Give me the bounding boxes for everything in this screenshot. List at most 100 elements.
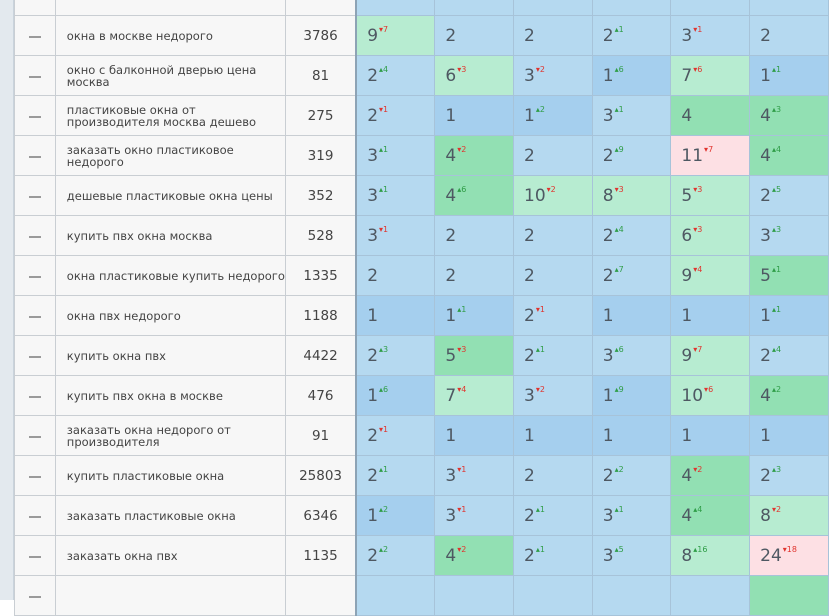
volume-cell: 1188 bbox=[284, 295, 357, 336]
position-up-delta: ▴16 bbox=[693, 545, 707, 554]
position-value: 1 bbox=[681, 305, 693, 326]
row-handle[interactable] bbox=[14, 15, 56, 56]
arrow-up-icon: ▴ bbox=[614, 544, 619, 554]
table-row[interactable]: купить пластиковые окна 25803 2▴1 3▾1 2 2▴2 4▾… bbox=[14, 455, 829, 496]
keyword-cell: заказать окно пластиковое недорого bbox=[54, 135, 286, 176]
position-down-delta: ▾7 bbox=[379, 25, 388, 34]
arrow-up-icon: ▴ bbox=[379, 504, 384, 514]
delta-value: 1 bbox=[775, 304, 782, 314]
position-value: 1 bbox=[760, 65, 771, 86]
table-row[interactable]: купить пвх окна москва 528 3▾1 2 2 2▴4 6▾3 3▴3 bbox=[14, 215, 829, 256]
position-down-delta: ▾2 bbox=[457, 545, 466, 554]
row-handle[interactable] bbox=[14, 495, 56, 536]
position-cell: 1▴2 bbox=[513, 95, 593, 136]
row-handle[interactable] bbox=[14, 535, 56, 576]
row-handle[interactable] bbox=[14, 95, 56, 136]
volume-cell: 476 bbox=[284, 375, 357, 416]
row-handle[interactable] bbox=[14, 575, 56, 616]
table-row[interactable]: заказать окна пвх 1135 2▴2 4▾2 2▴1 3▴5 8▴16 24▾… bbox=[14, 535, 829, 576]
row-handle[interactable] bbox=[14, 175, 56, 216]
arrow-down-icon: ▾ bbox=[546, 184, 551, 194]
arrow-down-icon: ▾ bbox=[614, 184, 619, 194]
position-cell: 4▴2 bbox=[749, 375, 829, 416]
position-up-delta: ▴6 bbox=[615, 345, 624, 354]
row-handle[interactable] bbox=[14, 335, 56, 376]
row-handle[interactable] bbox=[14, 215, 56, 256]
delta-value: 6 bbox=[697, 64, 703, 74]
position-cell: 2 bbox=[513, 215, 593, 256]
arrow-down-icon: ▾ bbox=[693, 24, 698, 34]
table-row[interactable]: окна в москве недорого 3786 9▾7 2 2 2▴1 3▾1 2 bbox=[14, 15, 829, 56]
delta-value: 1 bbox=[383, 424, 389, 434]
volume-cell: 4422 bbox=[284, 335, 357, 376]
position-cell: 4▾2 bbox=[434, 535, 515, 576]
position-value: 4 bbox=[445, 545, 457, 566]
position-up-delta: ▴3 bbox=[772, 105, 781, 114]
position-value: 2 bbox=[524, 225, 535, 246]
table-row[interactable] bbox=[14, 575, 829, 616]
keyword-cell bbox=[54, 575, 286, 616]
table-row[interactable]: окна пластиковые купить недорого 1335 2 2 2 2… bbox=[14, 255, 829, 296]
arrow-up-icon: ▴ bbox=[771, 264, 776, 274]
keyword-cell: заказать окна пвх bbox=[54, 535, 286, 576]
table-row[interactable]: заказать окно пластиковое недорого 319 3▴1… bbox=[14, 135, 829, 176]
position-up-delta: ▴1 bbox=[772, 265, 781, 274]
table-row[interactable]: купить пвх окна в москве 476 1▴6 7▾4 3▾2 1▴9 1… bbox=[14, 375, 829, 416]
position-down-delta: ▾1 bbox=[379, 105, 388, 114]
position-cell bbox=[355, 0, 436, 16]
dash-icon bbox=[28, 195, 41, 198]
delta-value: 4 bbox=[697, 504, 703, 514]
delta-value: 3 bbox=[383, 344, 389, 354]
arrow-up-icon: ▴ bbox=[614, 224, 619, 234]
table-row[interactable]: заказать окна недорого от производителя 9… bbox=[14, 415, 829, 456]
delta-value: 6 bbox=[708, 384, 714, 394]
table-row[interactable]: пластиковые окна от производителя москва… bbox=[14, 95, 829, 136]
table-row[interactable]: дешевые пластиковые окна цены 352 3▴1 4▴6 10… bbox=[14, 175, 829, 216]
delta-value: 2 bbox=[539, 104, 545, 114]
arrow-down-icon: ▾ bbox=[693, 344, 698, 354]
row-handle[interactable] bbox=[14, 0, 56, 16]
position-cell: 3▾2 bbox=[513, 55, 593, 96]
position-cell: 2▾1 bbox=[513, 295, 593, 336]
table-row[interactable]: купить окна пвх 4422 2▴3 5▾3 2▴1 3▴6 9▾7 2▴4 bbox=[14, 335, 829, 376]
position-value: 3 bbox=[681, 25, 693, 46]
position-value: 3 bbox=[760, 225, 771, 246]
keyword-text: окна пвх недорого bbox=[66, 308, 181, 323]
delta-value: 1 bbox=[697, 24, 703, 34]
arrow-down-icon: ▾ bbox=[535, 384, 540, 394]
position-up-delta: ▴9 bbox=[615, 145, 624, 154]
row-handle[interactable] bbox=[14, 295, 56, 336]
arrow-up-icon: ▴ bbox=[614, 504, 619, 514]
position-up-delta: ▴1 bbox=[772, 65, 781, 74]
arrow-down-icon: ▾ bbox=[379, 104, 384, 114]
position-cell bbox=[670, 575, 751, 616]
position-cell: 2▴1 bbox=[513, 535, 593, 576]
position-up-delta: ▴9 bbox=[615, 385, 624, 394]
position-value: 2 bbox=[367, 345, 379, 366]
position-cell: 2 bbox=[513, 255, 593, 296]
position-cell: 1 bbox=[591, 295, 672, 336]
position-value: 2 bbox=[524, 25, 535, 46]
row-handle[interactable] bbox=[14, 135, 56, 176]
keyword-cell: купить пластиковые окна bbox=[54, 455, 286, 496]
delta-value: 18 bbox=[786, 544, 797, 554]
row-handle[interactable] bbox=[14, 55, 56, 96]
delta-value: 2 bbox=[697, 464, 703, 474]
table-row[interactable]: окно с балконной дверью цена москва 81 2▴4… bbox=[14, 55, 829, 96]
table-row[interactable]: окна пвх недорого 1188 1 1▴1 2▾1 1 1 1▴1 bbox=[14, 295, 829, 336]
position-down-delta: ▾2 bbox=[457, 145, 466, 154]
position-value: 2 bbox=[760, 25, 771, 46]
position-up-delta: ▴3 bbox=[379, 345, 388, 354]
arrow-down-icon: ▾ bbox=[693, 464, 698, 474]
row-handle[interactable] bbox=[14, 255, 56, 296]
row-handle[interactable] bbox=[14, 455, 56, 496]
arrow-up-icon: ▴ bbox=[457, 304, 462, 314]
position-cell: 11▾7 bbox=[670, 135, 751, 176]
table-row[interactable]: заказать пластиковые окна 6346 1▴2 3▾1 2▴1 3▴… bbox=[14, 495, 829, 536]
position-cell bbox=[591, 0, 672, 16]
left-gutter bbox=[0, 0, 14, 600]
keyword-cell: заказать пластиковые окна bbox=[54, 495, 286, 536]
position-down-delta: ▾6 bbox=[693, 65, 702, 74]
row-handle[interactable] bbox=[14, 415, 56, 456]
row-handle[interactable] bbox=[14, 375, 56, 416]
